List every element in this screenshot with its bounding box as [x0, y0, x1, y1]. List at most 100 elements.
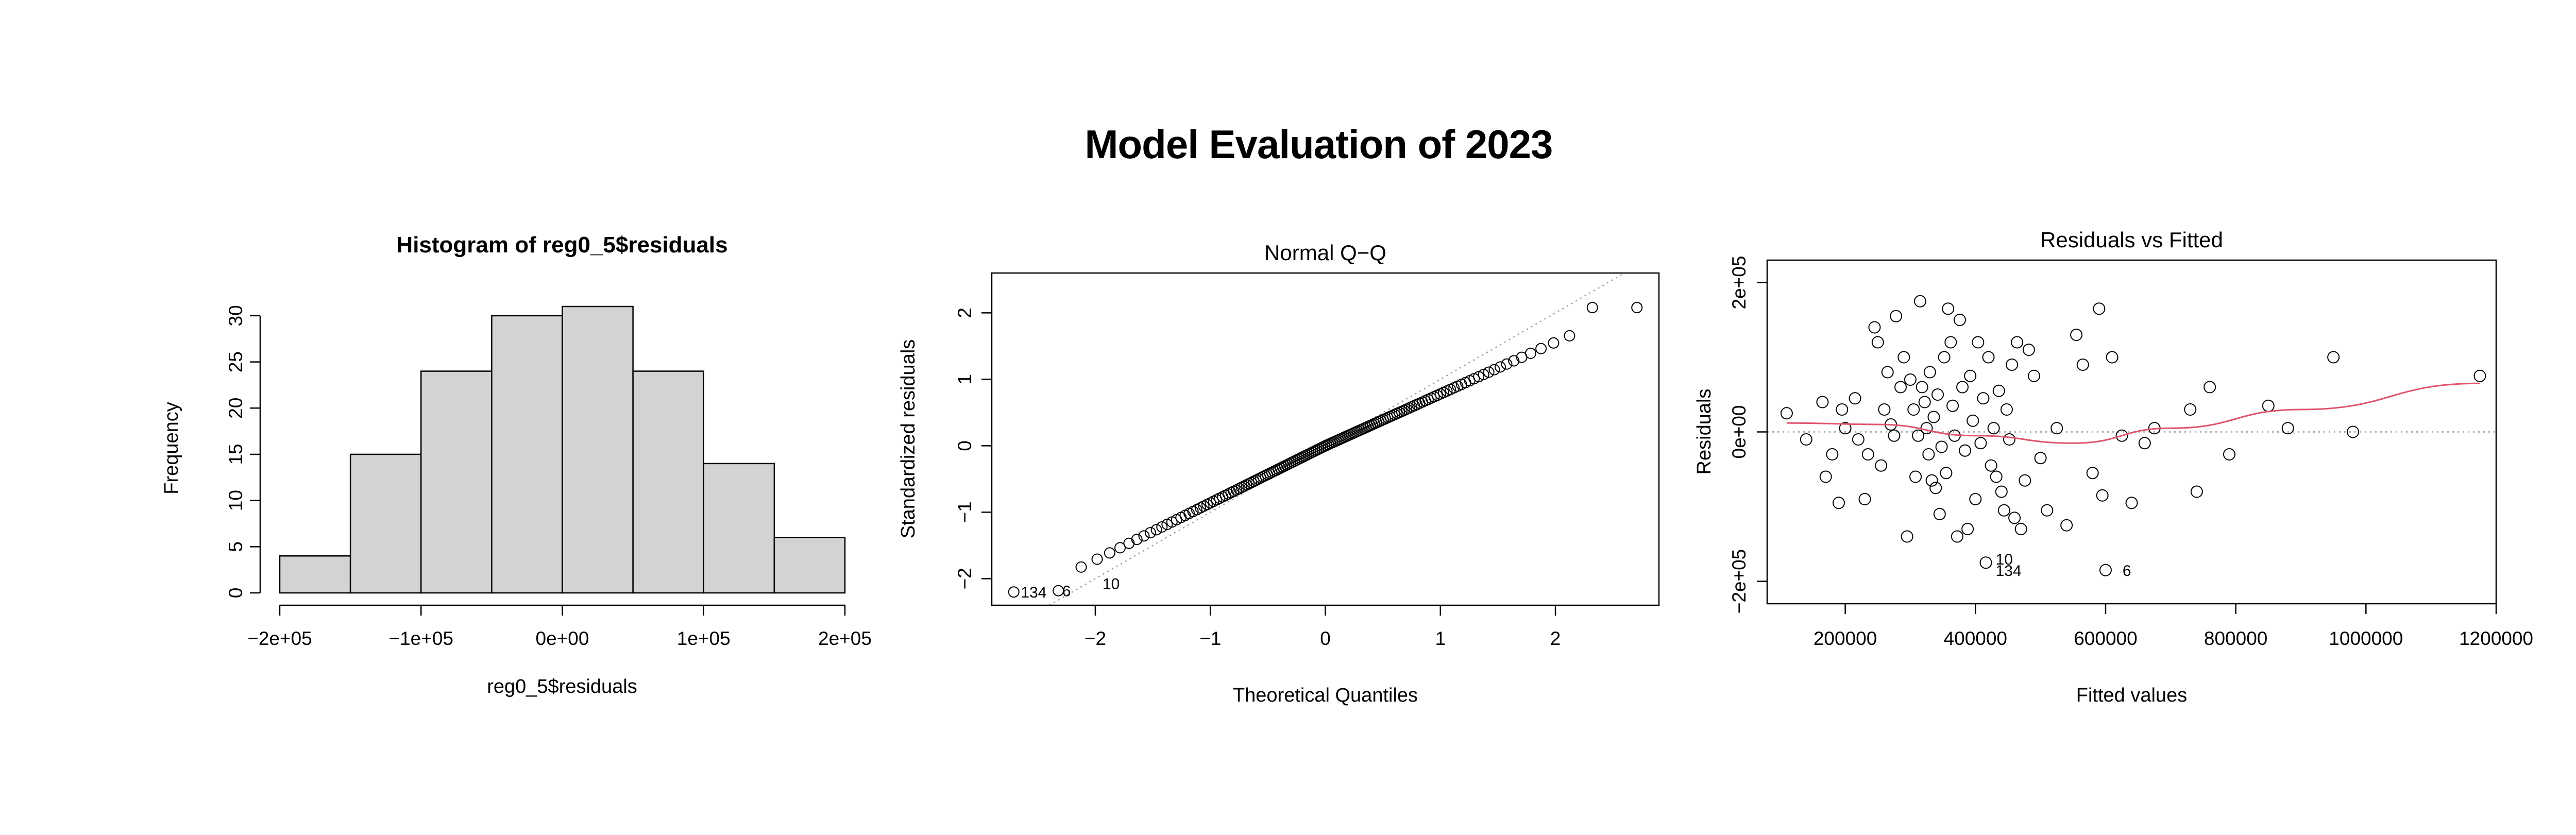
- rvf-point: [1951, 530, 1963, 543]
- qq-point: [1494, 361, 1506, 373]
- rvf-point: [2115, 429, 2128, 442]
- x-tick-label: 2e+05: [818, 628, 872, 649]
- qq-point: [1091, 553, 1103, 565]
- rvf-point: [2076, 359, 2089, 371]
- qq-point: [1548, 337, 1560, 349]
- y-tick-label: 10: [225, 490, 246, 511]
- rvf-point: [1780, 407, 1793, 420]
- x-axis-label: Theoretical Quantiles: [1233, 685, 1418, 706]
- rvf-point: [1967, 414, 1979, 427]
- rvf-point: [1931, 388, 1944, 401]
- x-axis-label: Fitted values: [2076, 685, 2187, 706]
- y-tick-label: 0: [225, 588, 246, 599]
- qq-point: [1008, 586, 1020, 598]
- rvf-point: [2060, 519, 2073, 532]
- rvf-point: [2138, 437, 2151, 450]
- rvf-point: [1959, 444, 1972, 457]
- rvf-point: [1987, 422, 2000, 435]
- qq-point-label: 134: [1021, 584, 1046, 601]
- rvf-point: [2262, 399, 2275, 412]
- x-tick-label: 1e+05: [677, 628, 731, 649]
- rvf-point: [1868, 321, 1881, 334]
- x-tick-label: 200000: [1814, 628, 1877, 649]
- qq-point-label: 6: [1062, 583, 1071, 600]
- rvf-point: [2327, 351, 2340, 364]
- qq-point: [1235, 482, 1247, 493]
- qq-point: [1114, 542, 1126, 554]
- x-tick-label: 800000: [2204, 628, 2267, 649]
- rvf-point: [1832, 497, 1845, 509]
- x-tick-label: −2: [1084, 628, 1106, 649]
- qq-point: [1053, 585, 1064, 597]
- rvf-point: [1974, 437, 1987, 450]
- qq-point-label: 10: [1103, 575, 1120, 592]
- rvf-point: [1982, 351, 1995, 364]
- rvf-point: [1940, 467, 1953, 480]
- rvf-point: [2204, 381, 2216, 394]
- rvf-point: [1922, 448, 1935, 461]
- y-tick-label: 1: [954, 374, 975, 385]
- rvf-point-label: 10: [1996, 551, 2013, 568]
- y-axis-label: Frequency: [161, 402, 182, 495]
- y-tick-label: 15: [225, 444, 246, 465]
- rvf-point: [1839, 422, 1852, 435]
- rvf-point: [1881, 366, 1894, 379]
- rvf-point: [2022, 344, 2035, 356]
- y-tick-label: −2: [954, 568, 975, 589]
- rvf-point-label: 134: [1996, 563, 2022, 580]
- rvf-point: [1890, 310, 1903, 322]
- rvf-point: [2096, 489, 2109, 502]
- rvf-point: [2347, 425, 2360, 438]
- x-tick-label: 0: [1320, 628, 1331, 649]
- x-tick-label: −1e+05: [388, 628, 453, 649]
- y-tick-label: −2e+05: [1728, 549, 1750, 614]
- x-axis-label: reg0_5$residuals: [487, 676, 637, 697]
- y-tick-label: 2: [954, 308, 975, 318]
- y-tick-label: 25: [225, 351, 246, 372]
- figure-title: Model Evaluation of 2023: [1084, 122, 1553, 167]
- rvf-point: [2011, 336, 2024, 349]
- histogram-bar: [562, 305, 634, 594]
- rvf-point: [1826, 448, 1839, 461]
- rvf-point: [1929, 482, 1942, 495]
- rvf-smooth-line: [1786, 382, 2480, 444]
- rvf-point: [1912, 429, 1925, 442]
- rvf-point: [2019, 474, 2031, 487]
- rvf-point: [1816, 396, 1829, 408]
- rvf-point: [2050, 422, 2063, 435]
- rvf-point: [2099, 564, 2112, 576]
- rvf-point: [1819, 470, 1832, 483]
- qq-point: [1535, 343, 1547, 354]
- rvf-point: [2125, 497, 2138, 509]
- rvf-point: [1800, 433, 1812, 446]
- rvf-point: [2003, 433, 2015, 446]
- y-axis-label: Residuals: [1693, 389, 1715, 475]
- x-tick-label: 400000: [1944, 628, 2007, 649]
- x-tick-label: −2e+05: [247, 628, 312, 649]
- histogram-bar: [632, 370, 704, 594]
- rvf-point: [1836, 403, 1849, 416]
- rvf-point: [1961, 523, 1974, 535]
- qq-point: [1131, 534, 1143, 546]
- rvf-point: [1913, 295, 1926, 308]
- rvf-point: [1894, 381, 1907, 394]
- qq-point: [1156, 521, 1168, 533]
- rvf-point: [1933, 508, 1946, 520]
- qq-title: Normal Q−Q: [1264, 241, 1386, 265]
- rvf-point: [1977, 392, 1990, 405]
- rvf-point: [1938, 351, 1951, 364]
- rvf-point: [2281, 422, 2294, 435]
- y-tick-label: −1: [954, 501, 975, 523]
- rvf-point: [1925, 474, 1938, 487]
- qq-point: [1104, 547, 1115, 559]
- rvf-point: [1861, 448, 1874, 461]
- x-tick-label: 1200000: [2459, 628, 2533, 649]
- qq-point: [1564, 330, 1575, 342]
- rvf-point: [1888, 429, 1901, 442]
- rvf-point: [1972, 336, 1985, 349]
- rvf-point: [1849, 392, 1861, 405]
- y-tick-label: 2e+05: [1728, 256, 1750, 310]
